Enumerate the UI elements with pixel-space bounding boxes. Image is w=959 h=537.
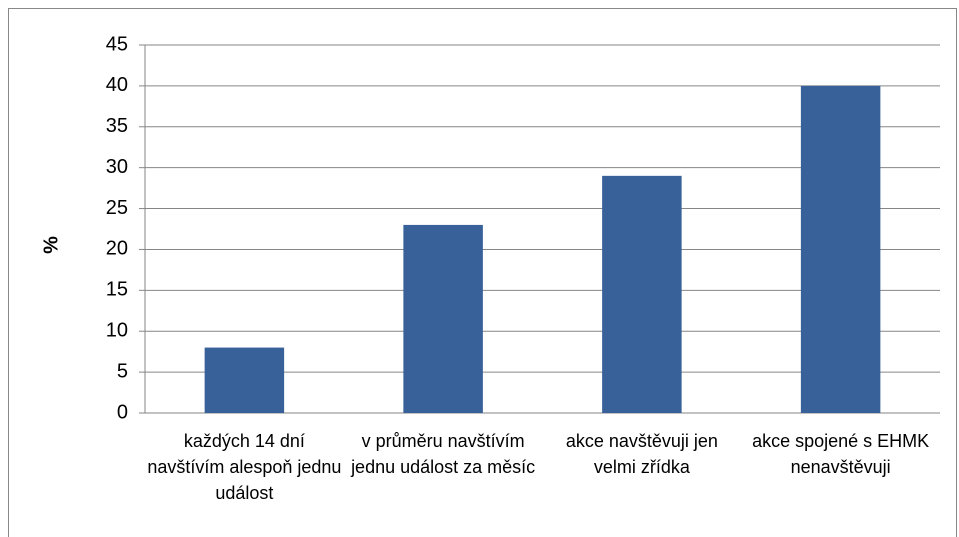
y-tick-label: 5	[117, 360, 128, 382]
x-tick-label: akce spojené s EHMK nenavštěvuji	[752, 431, 930, 477]
y-tick-label: 45	[106, 33, 128, 55]
y-tick-label: 40	[106, 74, 128, 96]
x-tick-label: každých 14 dní navštívím alespoň jednu u…	[147, 431, 342, 503]
x-tick-label: v průměru navštívím jednu událost za měs…	[351, 431, 536, 477]
y-tick-label: 25	[106, 197, 128, 219]
bar	[602, 175, 682, 413]
bar	[403, 224, 483, 413]
y-tick-label: 10	[106, 320, 128, 342]
y-tick-label: 30	[106, 156, 128, 178]
y-axis-label: %	[40, 236, 62, 254]
bar	[800, 85, 881, 413]
y-tick-label: 20	[106, 238, 128, 260]
y-tick-label: 35	[106, 115, 128, 137]
bar	[204, 347, 285, 413]
frame	[8, 8, 957, 537]
y-tick-label: 0	[117, 401, 128, 423]
y-tick-label: 15	[106, 279, 128, 301]
x-tick-label: akce navštěvuji jen velmi zřídka	[565, 431, 718, 477]
